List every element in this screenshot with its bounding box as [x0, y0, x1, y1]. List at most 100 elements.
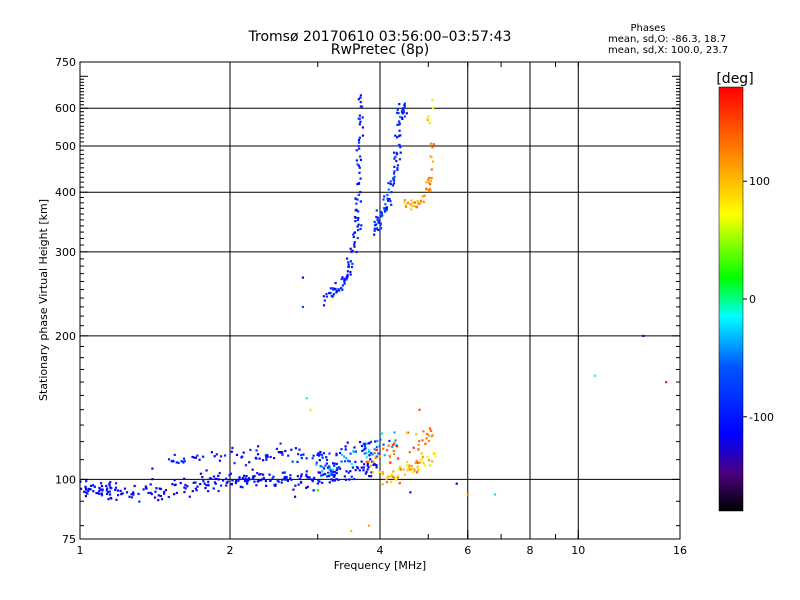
data-point: [245, 474, 248, 478]
data-point: [328, 452, 331, 455]
data-point: [353, 231, 357, 234]
data-point: [344, 445, 347, 448]
data-point: [179, 481, 182, 485]
data-point: [429, 179, 432, 182]
data-point: [239, 485, 242, 488]
data-point: [194, 487, 197, 490]
data-point: [170, 460, 173, 463]
data-point: [356, 229, 360, 232]
data-point: [432, 143, 435, 146]
data-point: [354, 197, 357, 200]
data-point: [326, 475, 329, 478]
data-point: [406, 464, 409, 467]
data-point: [402, 111, 405, 114]
data-point: [231, 446, 234, 450]
data-point: [380, 432, 384, 435]
data-point: [276, 479, 279, 482]
data-point: [428, 176, 431, 180]
data-point: [405, 431, 409, 434]
data-point: [386, 197, 389, 200]
data-point: [399, 134, 402, 137]
data-point: [415, 471, 419, 474]
data-point: [335, 454, 338, 457]
data-point: [455, 482, 458, 485]
data-point: [355, 202, 358, 205]
data-point: [382, 447, 385, 450]
data-point: [206, 484, 209, 487]
data-point: [260, 478, 264, 481]
data-point: [361, 449, 364, 452]
data-point: [255, 449, 258, 452]
data-point: [259, 479, 262, 482]
data-point: [395, 159, 398, 163]
data-point: [362, 442, 365, 445]
data-point: [379, 438, 382, 441]
data-point: [396, 474, 399, 478]
data-point: [325, 458, 329, 462]
data-point: [261, 459, 265, 462]
data-point: [358, 469, 361, 472]
data-point: [330, 294, 333, 297]
data-point: [315, 463, 318, 466]
data-point: [431, 460, 434, 463]
data-point: [119, 489, 122, 493]
data-point: [407, 467, 410, 470]
data-point: [213, 455, 216, 458]
data-point: [305, 470, 308, 473]
data-point: [400, 116, 404, 119]
data-point: [426, 456, 429, 459]
data-point: [370, 452, 373, 455]
data-point: [312, 489, 315, 492]
data-point: [100, 484, 104, 488]
data-point: [335, 478, 338, 481]
data-point: [392, 443, 395, 446]
data-point: [242, 474, 246, 477]
data-point: [331, 479, 334, 482]
data-point: [188, 495, 191, 498]
data-point: [415, 433, 418, 436]
data-point: [365, 456, 368, 459]
data-point: [108, 484, 111, 487]
data-point: [394, 439, 397, 442]
data-point: [268, 473, 271, 476]
data-point: [410, 199, 413, 202]
data-point: [109, 486, 112, 489]
data-point: [133, 484, 136, 488]
data-point: [367, 466, 370, 469]
data-point: [338, 451, 342, 455]
data-point: [341, 276, 344, 279]
data-point: [356, 198, 359, 201]
data-point: [341, 288, 344, 291]
data-point: [374, 456, 377, 459]
data-point: [357, 145, 360, 148]
data-point: [373, 233, 376, 236]
data-point: [194, 456, 198, 459]
x-tick-label-6: 16: [673, 544, 687, 557]
data-point: [403, 473, 406, 476]
data-point: [392, 172, 396, 175]
data-point: [410, 208, 413, 211]
data-point: [380, 227, 383, 230]
data-point: [425, 187, 428, 190]
data-point: [164, 488, 168, 492]
data-point: [379, 224, 382, 227]
data-point: [362, 469, 365, 472]
data-point: [294, 447, 298, 450]
data-point: [355, 250, 358, 254]
data-point: [205, 469, 208, 472]
data-point: [401, 117, 404, 121]
data-point: [177, 461, 180, 464]
axis-ticks: 1 2 4 6 8 10 16 75 100 200 300 400 500 600 750: [55, 56, 687, 557]
data-point: [393, 157, 396, 160]
data-point: [230, 483, 234, 486]
data-point: [256, 472, 259, 475]
data-point: [335, 462, 338, 466]
data-point: [425, 437, 428, 440]
data-point: [343, 460, 347, 463]
data-point: [196, 454, 199, 457]
data-point: [409, 468, 412, 471]
data-point: [339, 467, 342, 470]
data-point: [370, 475, 373, 478]
data-point: [366, 468, 369, 471]
data-point: [149, 483, 152, 486]
